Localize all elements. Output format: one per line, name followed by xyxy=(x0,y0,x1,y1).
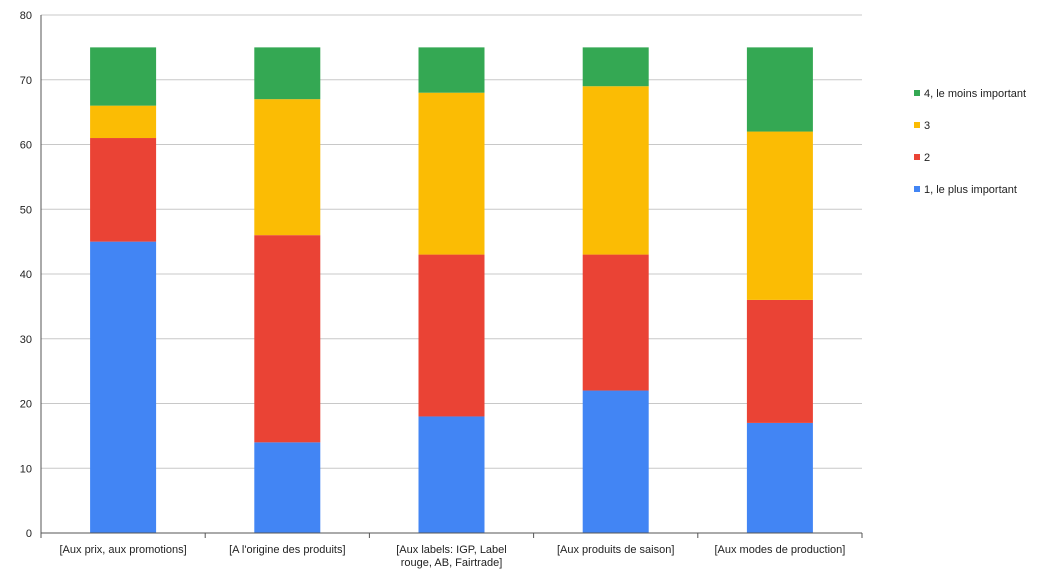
bar-segment xyxy=(90,138,157,242)
bar-segment xyxy=(582,47,649,87)
x-tick-label: [Aux labels: IGP, Label rouge, AB, Fairtr… xyxy=(396,544,506,569)
y-tick-label: 0 xyxy=(26,528,32,540)
x-tick-label: [Aux prix, aux promotions] xyxy=(60,544,187,556)
bars xyxy=(90,47,813,533)
bar-segment xyxy=(90,241,157,533)
legend-swatch xyxy=(914,154,920,160)
bar-segment xyxy=(582,390,649,533)
x-tick-label: [Aux modes de production] xyxy=(714,544,845,556)
y-tick-label: 20 xyxy=(20,399,32,411)
legend-label: 4, le moins important xyxy=(924,88,1026,100)
legend-swatch xyxy=(914,122,920,128)
legend-label: 1, le plus important xyxy=(924,184,1017,196)
bar-segment xyxy=(746,47,813,132)
bar-segment xyxy=(90,105,157,139)
legend-label: 2 xyxy=(924,152,930,164)
bar-segment xyxy=(418,92,485,255)
bar-segment xyxy=(582,86,649,255)
legend-swatch xyxy=(914,90,920,96)
bar-segment xyxy=(418,254,485,417)
y-tick-label: 60 xyxy=(20,140,32,152)
bar-segment xyxy=(746,131,813,300)
bar-segment xyxy=(418,47,485,93)
bar-segment xyxy=(254,442,321,533)
y-tick-label: 80 xyxy=(20,10,32,22)
y-tick-label: 30 xyxy=(20,334,32,346)
x-tick-label: [Aux produits de saison] xyxy=(557,544,674,556)
bar-segment xyxy=(582,254,649,391)
legend-swatch xyxy=(914,186,920,192)
bar-segment xyxy=(746,422,813,533)
axes: 0 10 20 30 40 50 60 70 80 [Aux prix, aux promotio… xyxy=(20,10,863,569)
bar-segment xyxy=(254,235,321,443)
y-tick-label: 40 xyxy=(20,269,32,281)
bar-segment xyxy=(254,47,321,100)
legend-label: 3 xyxy=(924,120,930,132)
legend: 4, le moins important 3 2 1, le plus import… xyxy=(914,88,1026,196)
bar-segment xyxy=(254,99,321,236)
y-tick-label: 10 xyxy=(20,463,32,475)
x-tick-label: [A l'origine des produits] xyxy=(229,544,345,556)
bar-segment xyxy=(90,47,157,106)
bar-segment xyxy=(418,416,485,533)
y-tick-label: 50 xyxy=(20,204,32,216)
y-tick-label: 70 xyxy=(20,75,32,87)
bar-segment xyxy=(746,299,813,423)
